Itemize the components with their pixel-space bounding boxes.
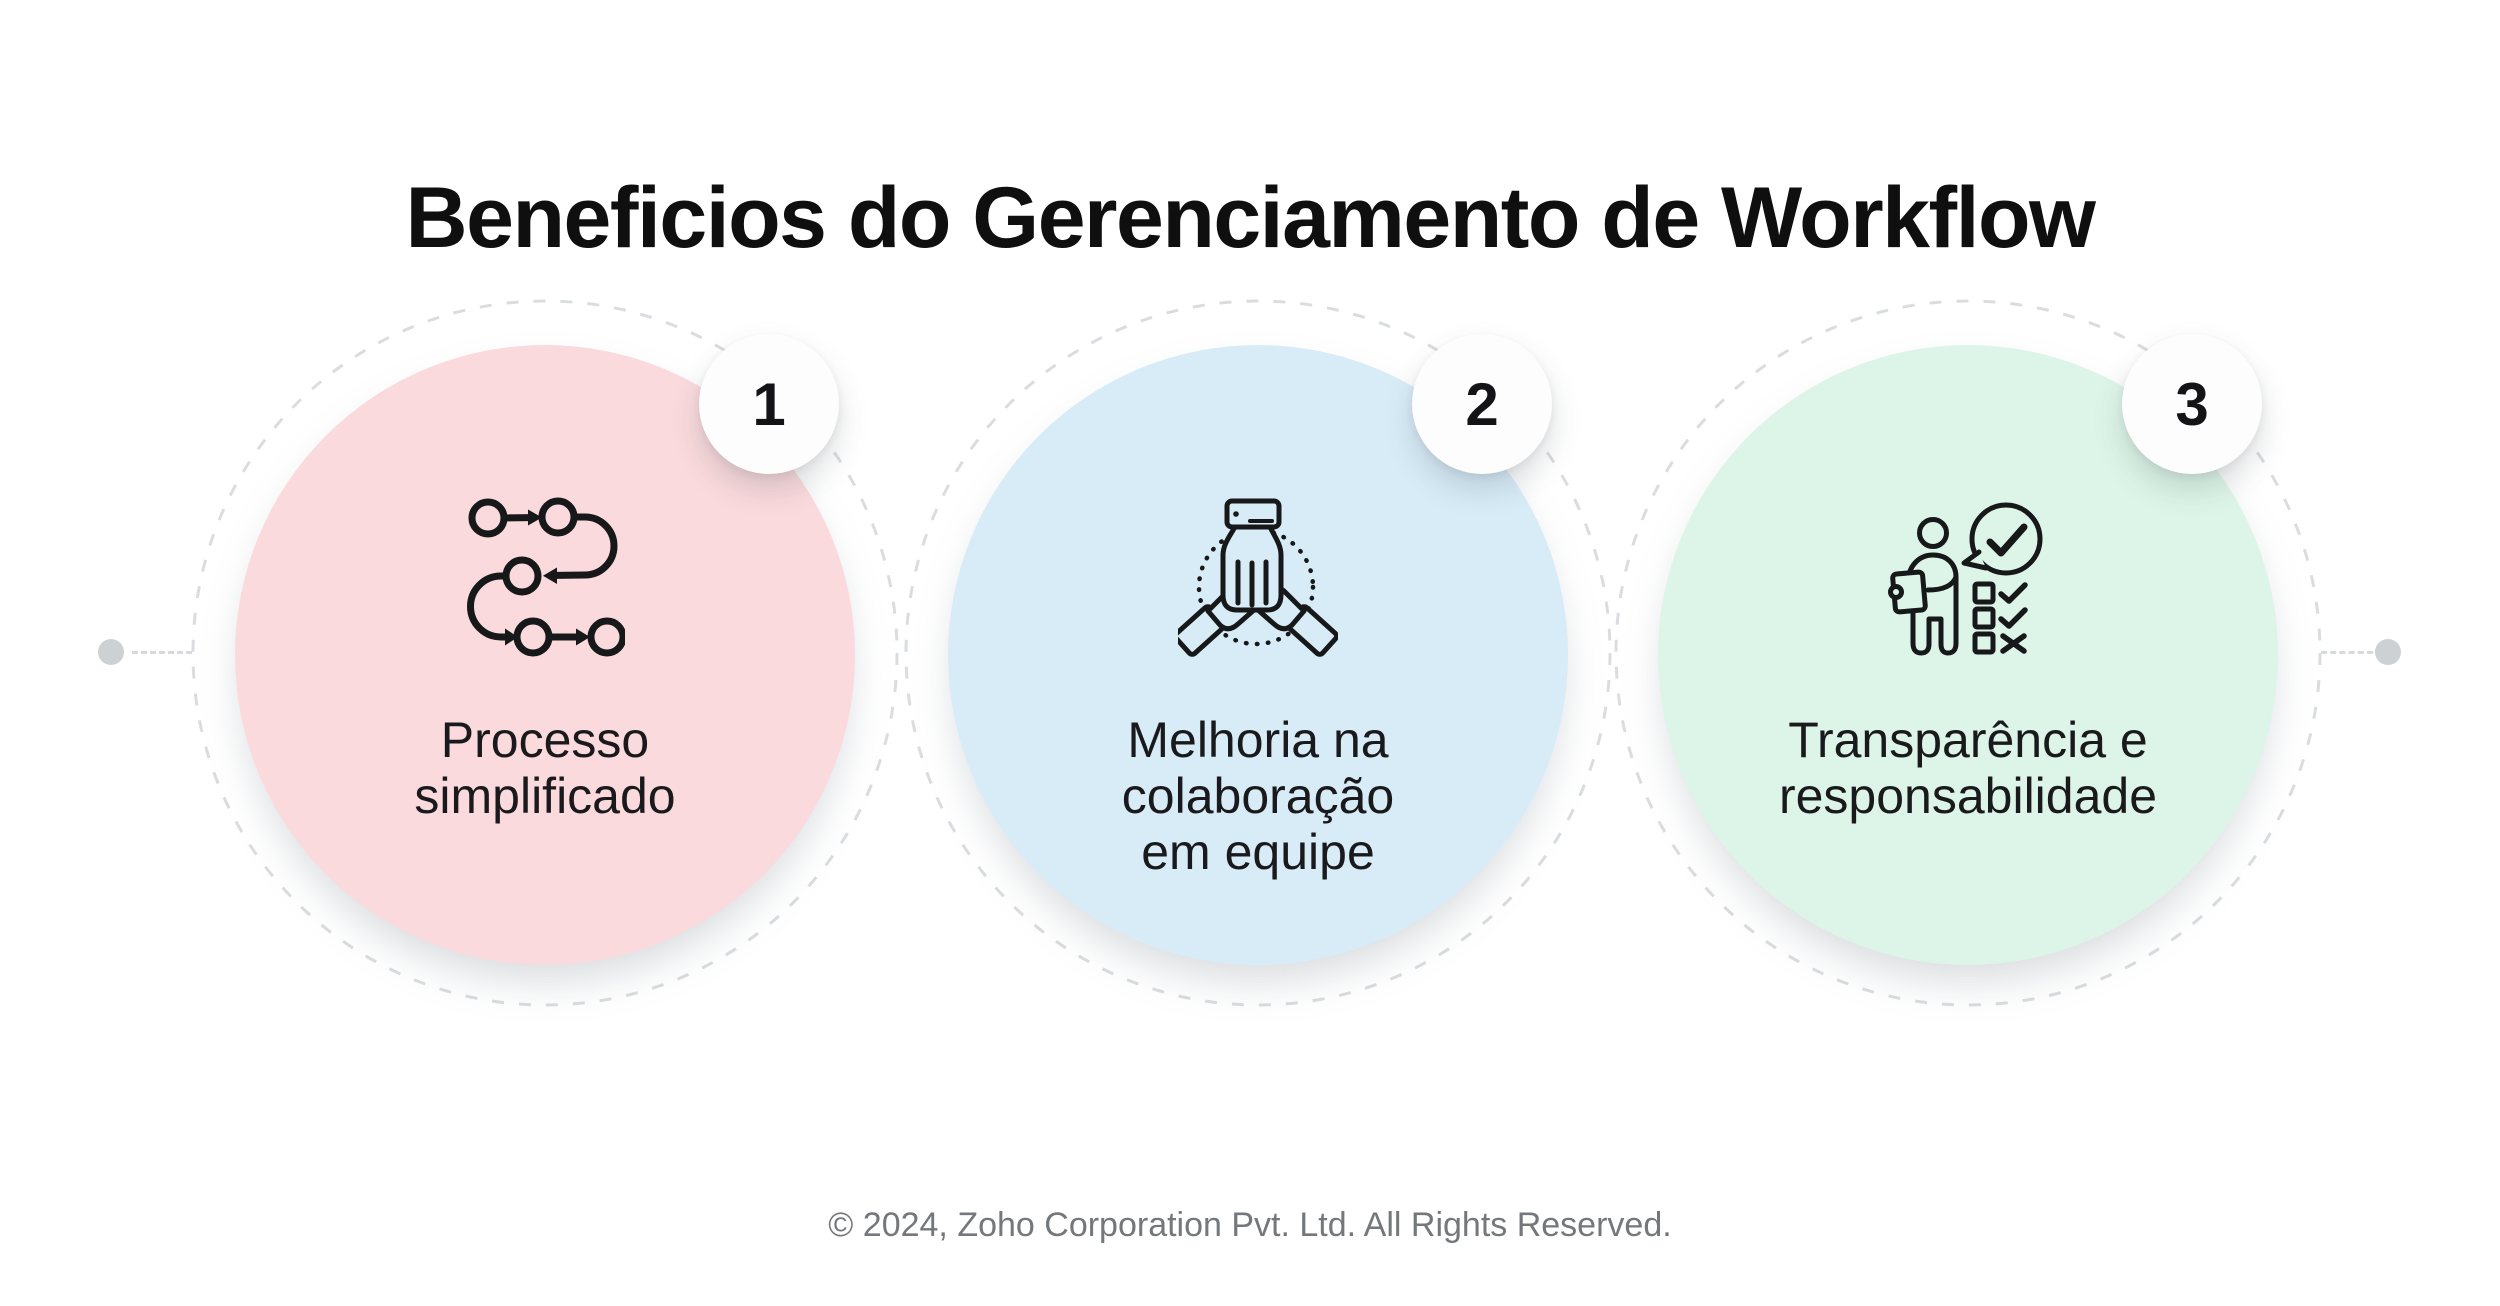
dashed-ring — [904, 299, 1612, 1007]
benefit-number-badge: 3 — [2122, 334, 2262, 474]
page-title: Beneficios do Gerenciamento de Workflow — [405, 169, 2096, 266]
dashed-connector-right — [2321, 651, 2373, 654]
benefit-label: Transparência e responsabilidade — [1778, 712, 2158, 824]
benefit-number-badge: 2 — [1412, 334, 1552, 474]
workflow-process-icon — [467, 497, 625, 657]
copyright-text: © 2024, Zoho Corporation Pvt. Ltd. All R… — [828, 1206, 1672, 1244]
benefit-number: 1 — [752, 370, 786, 438]
team-collaboration-hands-icon — [1178, 498, 1338, 657]
person-checklist-icon — [1888, 502, 2043, 656]
benefit-card-1: Processo simplificado 1 — [190, 298, 900, 1008]
connector-dot-right — [2375, 639, 2401, 665]
benefit-card-2: Melhoria na colaboração em equipe 2 — [903, 298, 1613, 1008]
dashed-ring — [1614, 299, 2322, 1007]
benefit-label: Melhoria na colaboração em equipe — [1121, 712, 1395, 880]
benefit-label: Processo simplificado — [414, 712, 676, 824]
connector-dot-left — [98, 639, 124, 665]
benefit-number-badge: 1 — [699, 334, 839, 474]
benefit-card-3: Transparência e responsabilidade 3 — [1613, 298, 2323, 1008]
benefit-number: 2 — [1465, 370, 1499, 438]
dashed-ring — [191, 299, 899, 1007]
benefit-number: 3 — [2175, 370, 2209, 438]
dashed-connector-left — [132, 651, 192, 654]
